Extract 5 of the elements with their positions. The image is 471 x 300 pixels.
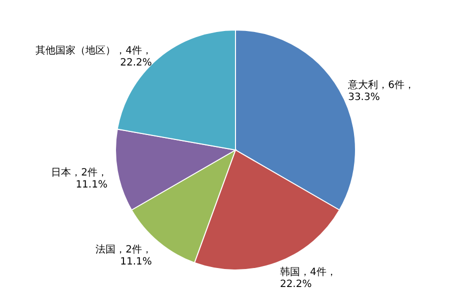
slice-label: 韩国，4件， 22.2%	[280, 266, 336, 290]
slice-label: 日本，2件， 11.1%	[51, 166, 108, 191]
slice-label: 法国，2件， 11.1%	[96, 244, 152, 268]
slice-label: 其他国家（地区），4件， 22.2%	[36, 44, 152, 68]
slice-label: 意大利，6件， 33.3%	[347, 79, 414, 103]
